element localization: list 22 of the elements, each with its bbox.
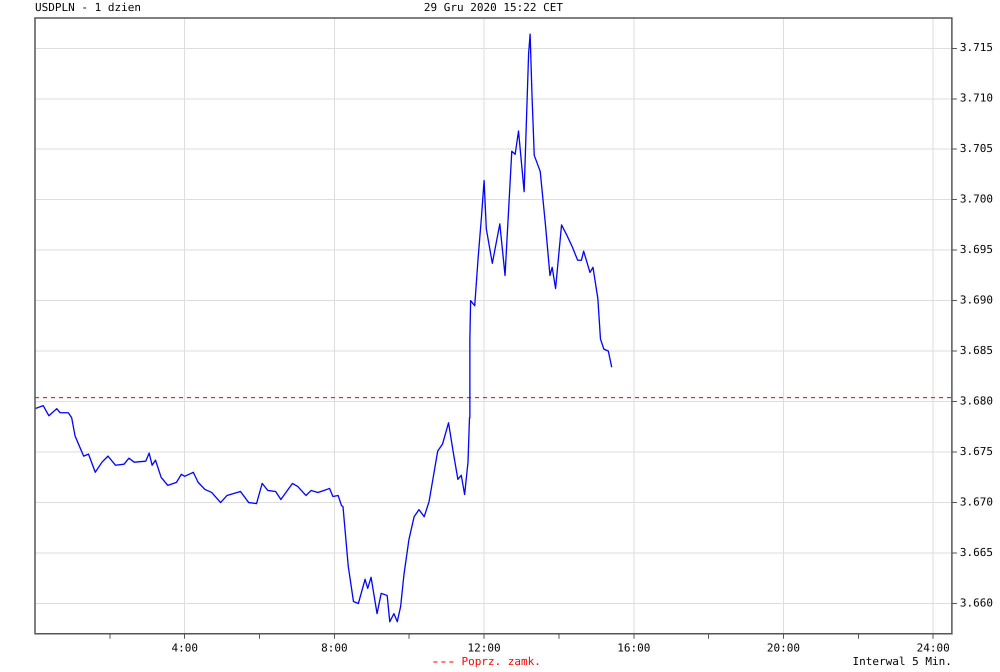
x-tick-label: 20:00 bbox=[766, 641, 800, 654]
y-tick-label: 3.690 bbox=[960, 294, 994, 307]
legend-label: Poprz. zamk. bbox=[461, 654, 541, 668]
y-tick-label: 3.700 bbox=[960, 192, 994, 206]
text: Interwal 5 Min. bbox=[852, 654, 952, 668]
y-tick-label: 3.685 bbox=[960, 344, 994, 357]
chart-subtitle: 29 Gru 2020 15:22 CET bbox=[424, 0, 564, 14]
chart-title: USDPLN - 1 dzien bbox=[35, 0, 141, 14]
y-tick-label: 3.715 bbox=[960, 41, 994, 54]
y-tick-label: 3.675 bbox=[960, 444, 994, 458]
x-tick-label: 12:00 bbox=[468, 641, 501, 654]
x-tick-label: 8:00 bbox=[321, 641, 348, 654]
y-tick-label: 3.695 bbox=[960, 243, 994, 256]
y-tick-label: 3.710 bbox=[960, 92, 994, 105]
y-tick-label: 3.705 bbox=[960, 142, 994, 156]
x-tick-label: 4:00 bbox=[171, 641, 198, 654]
y-tick-label: 3.680 bbox=[960, 394, 994, 408]
x-tick-label: 16:00 bbox=[617, 641, 650, 654]
x-tick-label: 24:00 bbox=[916, 641, 950, 654]
y-tick-label: 3.670 bbox=[960, 495, 994, 508]
y-tick-label: 3.660 bbox=[960, 596, 994, 610]
y-tick-label: 3.665 bbox=[960, 546, 994, 559]
